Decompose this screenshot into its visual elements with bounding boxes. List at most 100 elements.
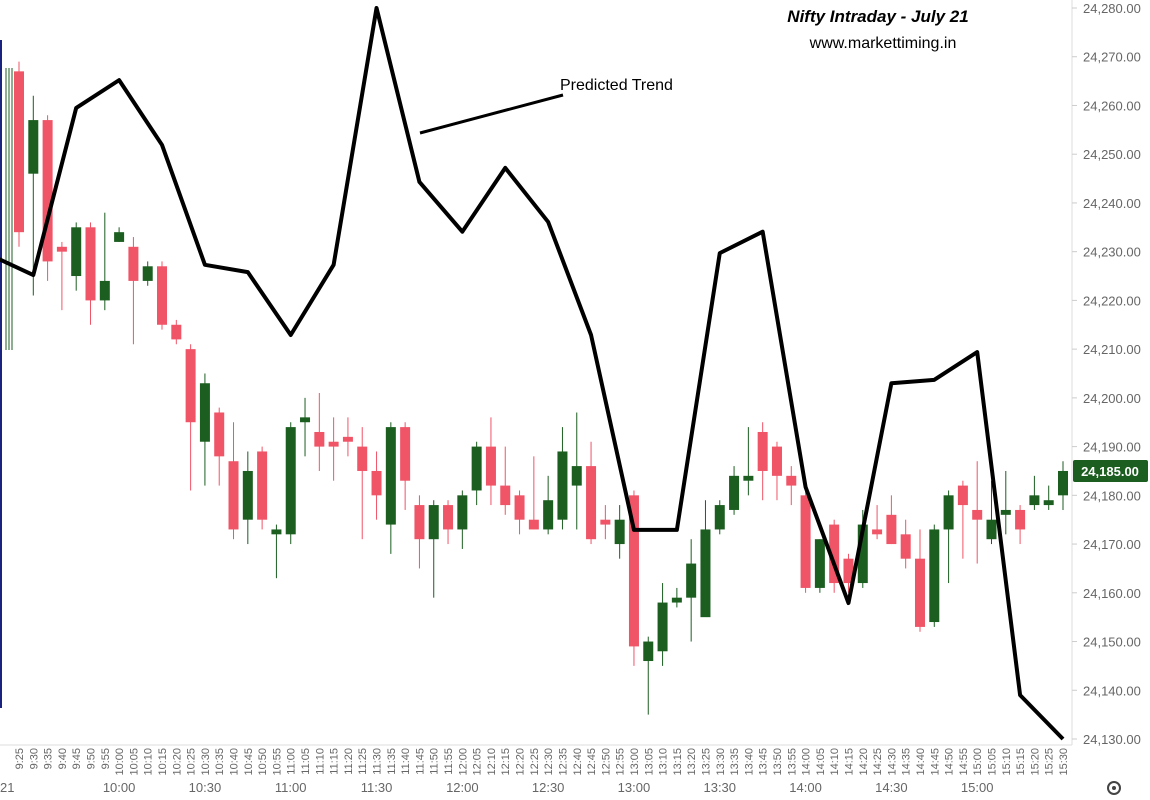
candle-body: [857, 524, 868, 584]
x-tick-label: 14:45: [929, 748, 941, 776]
x-tick-label: 14:20: [858, 748, 870, 776]
candle-body: [757, 431, 768, 471]
x-tick-label: 10:20: [171, 748, 183, 776]
x-tick-label: 15:20: [1029, 748, 1041, 776]
x-tick-label: 13:55: [786, 748, 798, 776]
x-tick-label: 9:50: [86, 748, 98, 769]
y-tick-label: 24,190.00: [1083, 440, 1141, 455]
y-tick-label: 24,140.00: [1083, 683, 1141, 698]
candle-body: [171, 324, 182, 340]
x-tick-label: 13:15: [672, 748, 684, 776]
x-tick-label: 15:25: [1044, 748, 1056, 776]
candle-body: [628, 495, 639, 647]
candle-body: [1015, 509, 1026, 530]
y-tick-label: 24,280.00: [1083, 1, 1141, 16]
candle-body: [600, 519, 611, 525]
candle-body: [371, 470, 382, 496]
candle-body: [271, 529, 282, 535]
candle-body: [485, 446, 496, 486]
y-tick-label: 24,130.00: [1083, 732, 1141, 747]
x-tick-label: 10:10: [143, 748, 155, 776]
x-tick-label: 9:40: [57, 748, 69, 769]
last-price-badge: [1073, 459, 1148, 482]
candle-body: [300, 417, 311, 423]
candle-body: [586, 466, 597, 540]
x-tick-label: 9:45: [71, 748, 83, 769]
candle-body: [14, 71, 24, 233]
x-tick-label: 15:30: [1058, 748, 1070, 776]
y-tick-label: 24,160.00: [1083, 586, 1141, 601]
x-major-label: 11:30: [361, 780, 393, 795]
candle-body: [1000, 509, 1011, 515]
candle-body: [986, 519, 997, 540]
candle-body: [886, 514, 897, 545]
x-tick-label: 13:40: [743, 748, 755, 776]
x-tick-label: 13:20: [686, 748, 698, 776]
x-tick-label: 13:45: [758, 748, 770, 776]
x-tick-label: 9:55: [100, 748, 112, 769]
x-tick-label: 15:05: [986, 748, 998, 776]
candle-body: [314, 431, 325, 447]
x-tick-label: 11:15: [329, 748, 341, 775]
candle-body: [800, 495, 811, 588]
candle-body: [85, 227, 96, 301]
x-tick-label: 10:55: [271, 748, 283, 776]
candle-body: [671, 597, 682, 603]
candle-body: [686, 563, 697, 598]
candle-body: [443, 505, 454, 530]
x-major-label: 13:30: [703, 780, 736, 795]
candle-body: [142, 266, 153, 281]
y-tick-label: 24,220.00: [1083, 293, 1141, 308]
x-tick-label: 11:20: [343, 748, 355, 775]
candle-body: [943, 495, 954, 530]
x-tick-label: 10:30: [200, 748, 212, 776]
x-tick-label: 13:30: [715, 748, 727, 776]
x-major-label: 12:00: [446, 780, 479, 795]
candle-body: [657, 602, 668, 652]
x-tick-label: 12:15: [500, 748, 512, 776]
candle-body: [843, 558, 854, 584]
x-major-label: 14:30: [875, 780, 908, 795]
x-tick-label: 10:50: [257, 748, 269, 776]
x-tick-label: 10:25: [186, 748, 198, 776]
x-tick-label: 14:30: [886, 748, 898, 776]
candle-body: [342, 436, 353, 442]
x-tick-label: 12:50: [600, 748, 612, 776]
x-major-label: 10:30: [189, 780, 222, 795]
x-tick-label: 14:55: [958, 748, 970, 776]
candle-body: [500, 485, 511, 506]
candle-body: [814, 539, 825, 588]
candle-body: [1043, 500, 1054, 506]
x-tick-label: 11:00: [286, 748, 298, 775]
y-tick-label: 24,230.00: [1083, 245, 1141, 260]
x-tick-label: 11:10: [314, 748, 326, 775]
candle-body: [357, 446, 368, 471]
x-major-label: 12:30: [532, 780, 565, 795]
x-tick-label: 10:15: [157, 748, 169, 776]
candle-body: [185, 349, 196, 423]
x-tick-label: 15:10: [1001, 748, 1013, 776]
y-tick-label: 24,250.00: [1083, 147, 1141, 162]
x-major-label: 11:00: [275, 780, 307, 795]
y-tick-label: 24,240.00: [1083, 196, 1141, 211]
annotation: Predicted Trend: [560, 77, 673, 94]
candle-body: [614, 519, 625, 545]
x-tick-label: 12:40: [572, 748, 584, 776]
candle-body: [771, 446, 782, 476]
candle-body: [900, 534, 911, 559]
candle-body: [557, 451, 568, 520]
x-tick-label: 11:25: [357, 748, 369, 775]
x-tick-label: 14:15: [843, 748, 855, 776]
x-tick-label: 14:05: [815, 748, 827, 776]
candle-body: [786, 475, 797, 486]
x-tick-label: 14:10: [829, 748, 841, 776]
settings-icon[interactable]: [1107, 781, 1121, 795]
last-price-label: 24,185.00: [1081, 464, 1139, 479]
x-tick-label: 14:25: [872, 748, 884, 776]
x-tick-label: 10:00: [114, 748, 126, 776]
x-tick-label: 11:40: [400, 748, 412, 775]
y-tick-label: 24,270.00: [1083, 50, 1141, 65]
x-tick-label: 13:10: [658, 748, 670, 776]
